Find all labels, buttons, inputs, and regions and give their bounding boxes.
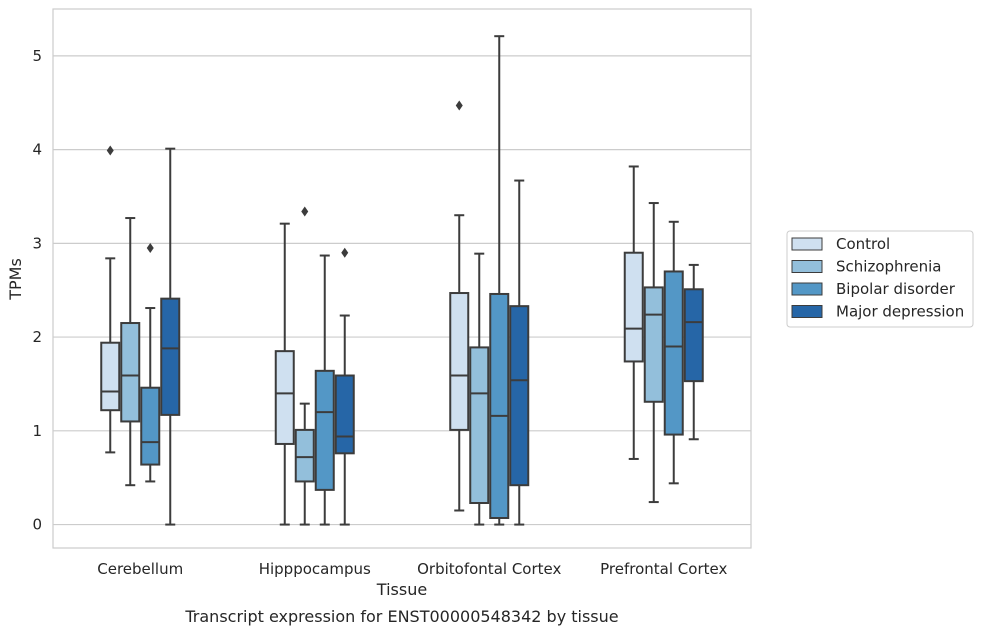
iqr-box bbox=[489, 292, 510, 520]
box-0-3 bbox=[160, 147, 181, 526]
iqr-box bbox=[683, 288, 704, 383]
box-0-1 bbox=[120, 217, 141, 487]
box-2-3 bbox=[509, 179, 530, 526]
x-tick-label: Cerebellum bbox=[97, 560, 183, 578]
legend-entry-label: Control bbox=[836, 235, 890, 253]
box-1-0 bbox=[274, 222, 295, 526]
y-tick-label: 5 bbox=[32, 47, 42, 65]
outlier-point bbox=[455, 100, 463, 111]
iqr-box bbox=[160, 297, 181, 416]
box-1-1 bbox=[294, 206, 315, 526]
figure-caption: Transcript expression for ENST0000054834… bbox=[184, 607, 618, 626]
box-plot-area bbox=[100, 35, 704, 526]
legend-swatch bbox=[791, 305, 823, 318]
box-2-2 bbox=[489, 35, 510, 526]
iqr-box bbox=[314, 369, 335, 491]
outlier-point bbox=[106, 145, 114, 156]
outlier-point bbox=[301, 206, 309, 217]
iqr-box bbox=[120, 322, 141, 423]
plot-frame bbox=[52, 8, 752, 549]
box-3-2 bbox=[663, 220, 684, 485]
iqr-box bbox=[274, 350, 295, 445]
y-axis-ticks: 0 1 2 3 4 5 bbox=[32, 47, 42, 534]
y-axis-label: TPMs bbox=[6, 258, 25, 301]
box-3-0 bbox=[623, 165, 644, 460]
legend-entry-label: Bipolar disorder bbox=[836, 280, 956, 298]
y-tick-label: 2 bbox=[32, 328, 42, 346]
iqr-box bbox=[469, 346, 490, 505]
x-tick-label: Prefrontal Cortex bbox=[600, 560, 727, 578]
y-tick-label: 3 bbox=[32, 234, 42, 252]
x-tick-label: Orbitofontal Cortex bbox=[417, 560, 561, 578]
iqr-box bbox=[509, 305, 530, 487]
box-3-1 bbox=[643, 202, 664, 504]
box-3-3 bbox=[683, 263, 704, 441]
iqr-box bbox=[449, 292, 470, 431]
y-tick-label: 0 bbox=[32, 516, 42, 534]
outlier-point bbox=[146, 243, 154, 254]
x-tick-label: Hipppocampus bbox=[259, 560, 371, 578]
box-0-2 bbox=[140, 243, 161, 483]
legend-frame bbox=[786, 230, 974, 328]
legend-swatch bbox=[791, 237, 823, 251]
y-tick-label: 4 bbox=[32, 141, 42, 159]
box-0-0 bbox=[100, 145, 121, 454]
iqr-box bbox=[643, 286, 664, 403]
y-tick-label: 1 bbox=[32, 422, 42, 440]
box-2-0 bbox=[449, 100, 470, 512]
box-1-2 bbox=[314, 254, 335, 526]
iqr-box bbox=[100, 341, 121, 412]
iqr-box bbox=[623, 251, 644, 363]
legend-entry-label: Major depression bbox=[836, 303, 964, 321]
iqr-box bbox=[663, 270, 684, 436]
legend-swatch bbox=[791, 260, 823, 273]
iqr-box bbox=[334, 374, 355, 455]
x-axis-ticks: Cerebellum Hipppocampus Orbitofontal Corte… bbox=[97, 560, 727, 578]
box-1-3 bbox=[334, 247, 355, 526]
outlier-point bbox=[341, 247, 349, 258]
legend: Control Schizophrenia Bipolar disorder Majo… bbox=[786, 230, 974, 328]
legend-swatch bbox=[791, 282, 823, 296]
iqr-box bbox=[140, 386, 161, 466]
box-2-1 bbox=[469, 252, 490, 526]
iqr-box bbox=[294, 428, 315, 483]
legend-entry-label: Schizophrenia bbox=[836, 258, 941, 276]
x-axis-label: Tissue bbox=[376, 580, 427, 599]
